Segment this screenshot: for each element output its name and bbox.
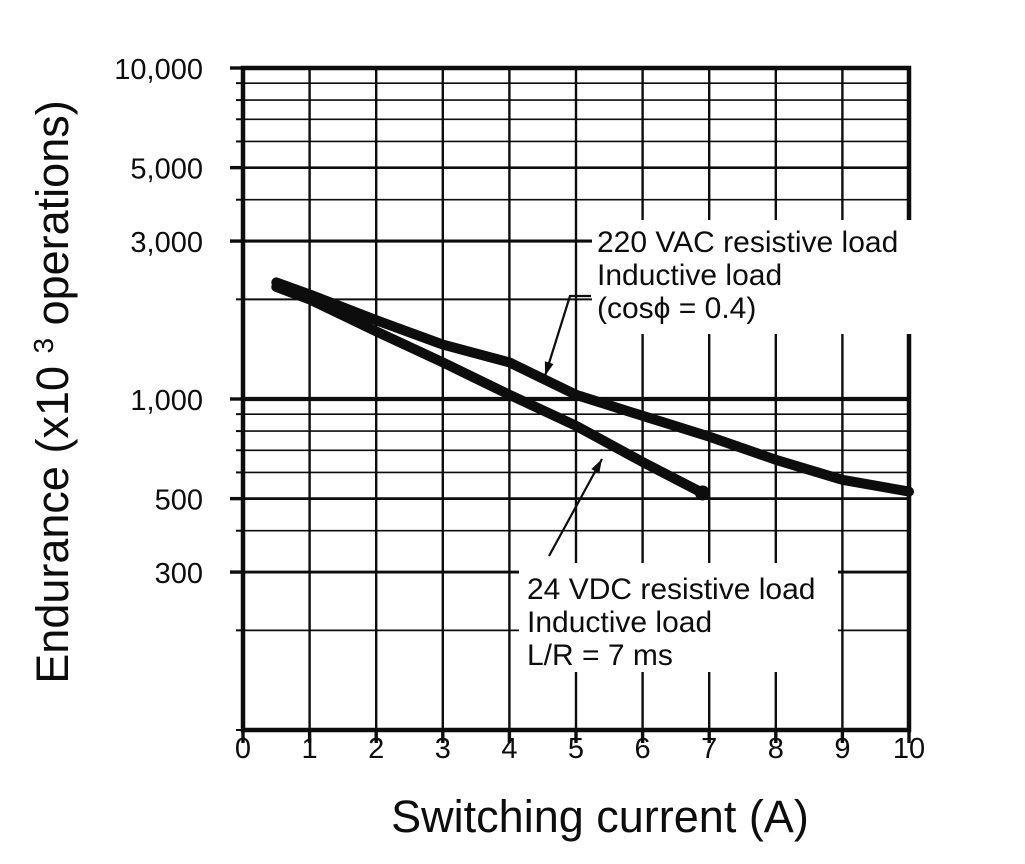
leader-220vac-arrowhead xyxy=(544,361,554,376)
x-tick-label-3: 3 xyxy=(435,733,451,765)
leader-arrows xyxy=(543,294,603,557)
annotation-220vac-line1: 220 VAC resistive load xyxy=(597,226,898,259)
x-tick-label-10: 10 xyxy=(893,733,925,765)
axis-ticks xyxy=(230,66,911,743)
x-tick-label-2: 2 xyxy=(368,733,384,765)
annotation-24vdc: 24 VDC resistive load Inductive load L/R… xyxy=(527,573,815,672)
leader-220vac-line xyxy=(543,294,591,377)
x-tick-label-1: 1 xyxy=(302,733,318,765)
x-tick-label-0: 0 xyxy=(235,733,251,765)
leader-24vdc-arrowhead xyxy=(591,459,602,474)
annotation-24vdc-line1: 24 VDC resistive load xyxy=(527,573,815,606)
x-tick-label-4: 4 xyxy=(501,733,517,765)
tick-labels: 10,000 5,000 3,000 1,000 500 300 0 1 2 3 4 5 6 7 8 9 10 xyxy=(114,54,925,765)
y-axis-title-suffix: operations) xyxy=(27,100,78,325)
y-tick-label-1000: 1,000 xyxy=(130,385,203,417)
annotation-mask-1 xyxy=(592,220,928,334)
y-tick-label-500: 500 xyxy=(155,485,203,517)
y-axis-title-superscript: 3 xyxy=(28,338,59,354)
leader-24vdc-line xyxy=(548,458,603,557)
curve-end-dot-series-2 xyxy=(695,485,711,501)
annotation-mask-2 xyxy=(519,563,838,672)
annotation-220vac: 220 VAC resistive load Inductive load (c… xyxy=(597,226,898,325)
annotation-24vdc-line2: Inductive load xyxy=(527,606,712,639)
y-tick-label-3000: 3,000 xyxy=(130,227,203,259)
annotation-220vac-line3: (cosϕ = 0.4) xyxy=(597,292,756,325)
curve-series-2 xyxy=(271,282,708,498)
x-tick-label-7: 7 xyxy=(701,733,717,765)
y-tick-label-300: 300 xyxy=(155,558,203,590)
annotation-masks xyxy=(519,220,928,672)
annotation-220vac-line2: Inductive load xyxy=(597,259,782,292)
x-tick-label-9: 9 xyxy=(834,733,850,765)
y-tick-label-10000: 10,000 xyxy=(114,54,203,86)
x-tick-label-6: 6 xyxy=(635,733,651,765)
y-axis-title: Endurance (x10 3 operations) xyxy=(12,100,78,683)
x-axis-title: Switching current (A) xyxy=(391,791,809,842)
y-tick-label-5000: 5,000 xyxy=(130,154,203,186)
x-tick-label-8: 8 xyxy=(768,733,784,765)
y-axis-title-prefix: Endurance (x10 xyxy=(27,366,78,684)
data-curves xyxy=(271,277,914,501)
x-tick-label-5: 5 xyxy=(568,733,584,765)
annotation-24vdc-line3: L/R = 7 ms xyxy=(527,639,673,672)
curve-series-1 xyxy=(271,277,914,497)
